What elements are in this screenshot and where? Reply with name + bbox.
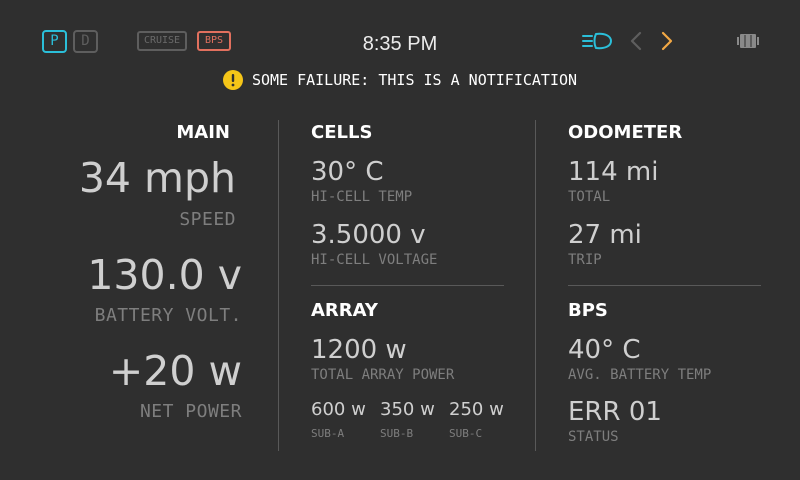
sub-b-value: 350 w xyxy=(380,399,435,420)
net-power-label: NET POWER xyxy=(139,401,242,422)
sub-a-label: SUB-A xyxy=(311,427,345,440)
sub-c-label: SUB-C xyxy=(449,427,483,440)
battery-voltage-label: BATTERY VOLT. xyxy=(94,305,242,326)
hi-cell-voltage-value: 3.5000 v xyxy=(311,220,426,250)
battery-icon xyxy=(737,34,759,48)
divider-odometer-bps xyxy=(568,285,761,286)
odometer-title: ODOMETER xyxy=(568,122,683,143)
main-title: MAIN xyxy=(176,122,230,143)
notification-text: SOME FAILURE: THIS IS A NOTIFICATION xyxy=(251,71,578,89)
headlight-icon xyxy=(582,32,613,50)
cruise-indicator: CRUISE xyxy=(137,31,187,51)
speed-label: SPEED xyxy=(179,209,236,230)
bps-status-label: STATUS xyxy=(568,429,619,445)
avg-battery-temp-value: 40° C xyxy=(568,335,641,365)
cells-title: CELLS xyxy=(311,122,373,143)
bps-title: BPS xyxy=(568,300,608,321)
clock: 8:35 PM xyxy=(362,33,438,55)
odometer-total-value: 114 mi xyxy=(568,157,659,187)
divider-left xyxy=(278,120,279,451)
array-title: ARRAY xyxy=(311,300,378,321)
chevron-right-icon[interactable] xyxy=(660,31,674,51)
divider-right xyxy=(535,120,536,451)
hi-cell-temp-value: 30° C xyxy=(311,157,384,187)
sub-c-value: 250 w xyxy=(449,399,504,420)
trip-label: TRIP xyxy=(568,252,602,268)
speed-value: 34 mph xyxy=(78,154,236,202)
net-power-value: +20 w xyxy=(108,347,242,395)
odometer-total-label: TOTAL xyxy=(568,189,611,205)
notification-banner: SOME FAILURE: THIS IS A NOTIFICATION xyxy=(0,70,800,90)
sub-a-value: 600 w xyxy=(311,399,366,420)
chevron-left-icon[interactable] xyxy=(629,31,643,51)
gear-drive-indicator: D xyxy=(73,30,98,53)
bps-indicator: BPS xyxy=(197,31,231,51)
hi-cell-temp-label: HI-CELL TEMP xyxy=(311,189,413,205)
sub-b-label: SUB-B xyxy=(380,427,414,440)
gear-park-indicator: P xyxy=(42,30,67,53)
total-array-power-value: 1200 w xyxy=(311,335,407,365)
hi-cell-voltage-label: HI-CELL VOLTAGE xyxy=(311,252,438,268)
total-array-power-label: TOTAL ARRAY POWER xyxy=(311,367,455,383)
avg-battery-temp-label: AVG. BATTERY TEMP xyxy=(568,367,712,383)
trip-value: 27 mi xyxy=(568,220,642,250)
battery-voltage-value: 130.0 v xyxy=(87,251,242,299)
divider-cells-array xyxy=(311,285,504,286)
bps-status-value: ERR 01 xyxy=(568,397,662,427)
warning-icon xyxy=(222,70,243,90)
